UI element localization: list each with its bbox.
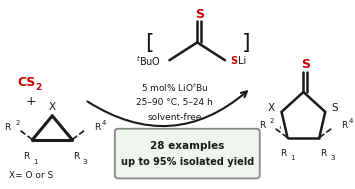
Text: R: R [260, 121, 266, 130]
Text: R: R [280, 149, 287, 158]
Text: R: R [23, 152, 29, 161]
Text: ': ' [278, 125, 281, 135]
Text: 25–90 °C, 5–24 h: 25–90 °C, 5–24 h [136, 98, 213, 107]
Text: R: R [341, 121, 348, 130]
Text: R: R [94, 123, 100, 132]
Text: 4: 4 [349, 118, 354, 124]
Text: 28 examples: 28 examples [150, 141, 224, 151]
Text: $^t$BuO: $^t$BuO [136, 54, 162, 68]
FancyArrowPatch shape [87, 91, 247, 126]
Text: R: R [73, 152, 79, 161]
Text: 2: 2 [35, 83, 42, 91]
Text: R: R [320, 149, 326, 158]
Text: 5 mol% LiO$^t$Bu: 5 mol% LiO$^t$Bu [141, 82, 208, 94]
Text: S: S [301, 58, 310, 71]
Text: R: R [4, 123, 11, 132]
Text: 1: 1 [33, 159, 38, 164]
Text: S: S [195, 8, 204, 21]
Text: S: S [230, 56, 237, 66]
Text: ]: ] [241, 33, 250, 53]
Text: X= O or S: X= O or S [9, 171, 53, 180]
Text: 2: 2 [15, 120, 20, 126]
Text: Li: Li [238, 56, 246, 66]
Text: CS: CS [17, 76, 36, 89]
FancyBboxPatch shape [115, 129, 260, 178]
Text: 3: 3 [330, 155, 334, 160]
Text: X: X [49, 102, 56, 112]
Text: up to 95% isolated yield: up to 95% isolated yield [121, 157, 254, 167]
Text: 3: 3 [83, 159, 87, 164]
Text: 2: 2 [269, 118, 274, 124]
Text: 4: 4 [102, 120, 106, 126]
Text: [: [ [145, 33, 154, 53]
Text: X: X [268, 103, 275, 113]
Text: S: S [332, 103, 338, 113]
Text: +: + [25, 95, 36, 108]
Text: solvent-free: solvent-free [147, 113, 202, 122]
Text: 1: 1 [290, 155, 295, 160]
